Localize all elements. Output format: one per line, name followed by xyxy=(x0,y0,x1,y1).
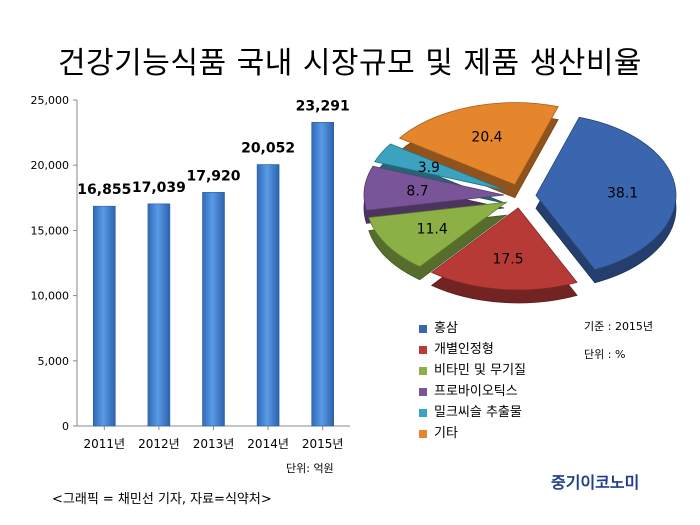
legend-item: 프로바이오틱스 xyxy=(419,381,526,402)
bar-0 xyxy=(93,205,116,427)
bar-category-label: 2011년 xyxy=(84,437,126,451)
pie-value-label: 17.5 xyxy=(492,251,523,267)
pie-value-label: 11.4 xyxy=(417,222,448,238)
bar-category-label: 2015년 xyxy=(302,437,344,451)
pie-value-label: 38.1 xyxy=(607,185,638,201)
pie-value-label: 3.9 xyxy=(418,160,440,176)
legend-swatch xyxy=(419,324,427,333)
legend-label: 홍삼 xyxy=(434,321,458,336)
legend-item: 밀크씨슬 추출물 xyxy=(419,402,526,423)
legend-item: 기타 xyxy=(419,423,526,444)
legend-item: 개별인정형 xyxy=(419,339,526,360)
pie-slice-1 xyxy=(430,207,578,291)
legend-label: 프로바이오틱스 xyxy=(434,384,518,399)
pie-year-note: 기준 : 2015년 xyxy=(584,320,654,333)
bar-category-label: 2014년 xyxy=(247,437,289,451)
bar-y-tick-label: 25,000 xyxy=(31,94,70,107)
legend-label: 개별인정형 xyxy=(434,342,494,357)
publisher-logo: 중기이코노미 xyxy=(551,473,640,492)
legend-item: 비타민 및 무기질 xyxy=(419,360,526,381)
bar-chart: 0 5,000 10,000 15,000 20,000 25,000 16,855 2011… xyxy=(31,94,350,451)
source-credit: <그래픽 = 채민선 기자, 자료=식약처> xyxy=(52,492,272,507)
bar-3 xyxy=(256,164,280,427)
bar-value-label: 23,291 xyxy=(296,98,350,114)
pie-slice-2 xyxy=(368,201,508,268)
legend-swatch xyxy=(419,429,427,438)
bar-2 xyxy=(202,192,225,427)
bar-y-tick-label: 10,000 xyxy=(31,290,70,303)
pie-slice-5 xyxy=(398,102,559,186)
legend-swatch xyxy=(419,408,427,417)
pie-unit-note: 단위 : % xyxy=(584,348,626,361)
bar-1 xyxy=(147,203,171,427)
bar-y-tick-label: 20,000 xyxy=(31,159,70,172)
bar-value-label: 16,855 xyxy=(77,182,131,198)
bar-value-label: 20,052 xyxy=(241,141,295,157)
pie-value-label: 8.7 xyxy=(406,184,428,200)
bar-category-label: 2012년 xyxy=(138,437,180,451)
bar-y-tick-label: 0 xyxy=(62,420,69,433)
bar-category-label: 2013년 xyxy=(193,437,235,451)
pie-value-label: 20.4 xyxy=(471,129,502,145)
page-title: 건강기능식품 국내 시장규모 및 제품 생산비율 xyxy=(57,46,643,81)
bar-y-tick-label: 15,000 xyxy=(31,224,70,237)
pie-slice-0 xyxy=(535,116,677,271)
legend-swatch xyxy=(419,366,427,375)
pie-slice-4 xyxy=(374,143,506,191)
bar-unit-note: 단위: 억원 xyxy=(286,462,334,475)
legend-swatch xyxy=(419,387,427,396)
legend-swatch xyxy=(419,345,427,354)
legend-item: 홍삼 xyxy=(419,318,526,339)
pie-slice-3 xyxy=(363,165,505,211)
legend-label: 기타 xyxy=(434,426,458,441)
pie-chart: 38.1 17.5 11.4 8.7 3.9 20.4 xyxy=(363,102,677,304)
legend-label: 비타민 및 무기질 xyxy=(434,363,526,378)
legend-label: 밀크씨슬 추출물 xyxy=(434,405,522,420)
bar-y-tick-label: 5,000 xyxy=(38,355,70,368)
bar-4 xyxy=(311,121,335,427)
bar-value-label: 17,039 xyxy=(132,180,186,196)
bar-value-label: 17,920 xyxy=(186,168,240,184)
